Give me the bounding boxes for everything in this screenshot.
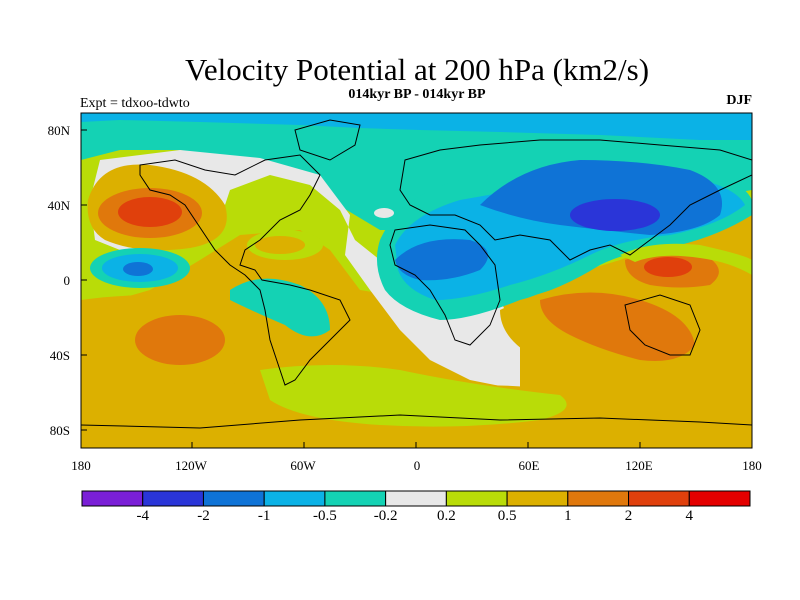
lon-label-0: 0 [413, 458, 421, 473]
contour-blue-tpacific [123, 262, 153, 276]
lon-label-180e: 180 [742, 458, 762, 473]
colorbar-label: -2 [197, 508, 210, 524]
lon-label-180w: 180 [71, 458, 91, 473]
colorbar [81, 490, 751, 507]
coastline-eurasia [399, 139, 752, 261]
colorbar-swatch [445, 490, 508, 507]
colorbar-label: 1 [564, 508, 572, 524]
colorbar-swatch [142, 490, 204, 507]
contour-darkblue-asia [570, 199, 660, 231]
lat-label-40n: 40N [47, 198, 70, 213]
lon-label-60w: 60W [290, 458, 316, 473]
contour-green-wpacific [620, 243, 752, 275]
coastline-africa [389, 224, 501, 346]
season-label: DJF [726, 93, 752, 108]
colorbar-swatch [506, 490, 569, 507]
contour-orange-spacific [135, 315, 225, 365]
contour-teal-samerica [230, 278, 330, 337]
contour-field [81, 113, 752, 448]
colorbar-label: 0.2 [436, 508, 456, 524]
map-subtitle: 014kyr BP - 014kyr BP [348, 87, 486, 102]
contour-blue-africa [395, 239, 488, 281]
lat-label-0: 0 [63, 273, 71, 288]
contour-blue-asia [480, 160, 722, 235]
coastline-greenland [294, 119, 361, 161]
colorbar-label: -0.2 [373, 508, 398, 524]
colorbar-swatch [202, 490, 265, 507]
axis-ticks [81, 129, 641, 448]
lon-label-60e: 60E [518, 458, 540, 473]
lon-label-120e: 120E [625, 458, 653, 473]
colorbar-swatch [567, 490, 630, 507]
colorbar-label: 0.5 [497, 508, 517, 524]
lat-label-80s: 80S [49, 423, 70, 438]
colorbar-swatch [324, 490, 387, 507]
lat-label-40s: 40S [49, 348, 70, 363]
coastlines [81, 119, 752, 429]
colorbar-swatch [628, 490, 690, 507]
colorbar-swatch [81, 490, 144, 507]
colorbar-swatch [263, 490, 326, 507]
contour-red-maritime [644, 257, 692, 277]
lat-label-80n: 80N [47, 123, 70, 138]
colorbar-label: -1 [257, 508, 271, 524]
map-title: Velocity Potential at 200 hPa (km2/s) [184, 52, 650, 87]
lon-label-120w: 120W [175, 458, 207, 473]
contour-green-southatlantic [260, 365, 567, 427]
colorbar-swatch [688, 490, 751, 507]
coastline-antarctica [81, 414, 752, 429]
contour-orange-australia [540, 292, 695, 361]
experiment-label: Expt = tdxoo-tdwto [80, 96, 190, 111]
contour-red-npacific [118, 197, 182, 227]
coastline-australia [624, 294, 701, 356]
colorbar-label: 4 [685, 508, 694, 524]
contour-lightblue-arctic [81, 113, 752, 140]
colorbar-label: -0.5 [313, 508, 337, 524]
contour-grey-atlantic [374, 208, 394, 218]
coastline-americas [139, 154, 351, 386]
colorbar-label: -4 [136, 508, 149, 524]
colorbar-label: 2 [624, 508, 633, 524]
contour-yellow-caribbean [255, 236, 305, 254]
colorbar-swatch [385, 490, 447, 507]
